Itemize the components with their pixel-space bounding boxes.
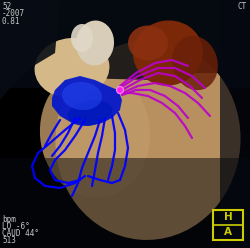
Ellipse shape xyxy=(76,21,114,65)
Circle shape xyxy=(116,87,123,93)
Text: 0.81: 0.81 xyxy=(2,17,21,26)
Ellipse shape xyxy=(172,36,218,90)
Text: bpm: bpm xyxy=(2,215,16,224)
Polygon shape xyxy=(0,0,60,100)
Text: LO -6°: LO -6° xyxy=(2,222,30,231)
Polygon shape xyxy=(0,0,250,88)
Text: A: A xyxy=(224,227,232,237)
Ellipse shape xyxy=(133,20,203,86)
Text: 513: 513 xyxy=(2,236,16,245)
Ellipse shape xyxy=(62,82,102,110)
Text: -2007: -2007 xyxy=(2,9,25,19)
Polygon shape xyxy=(0,0,250,80)
Polygon shape xyxy=(220,0,250,248)
Polygon shape xyxy=(0,158,250,248)
Text: 52: 52 xyxy=(2,2,11,11)
Text: CT: CT xyxy=(238,2,247,11)
Ellipse shape xyxy=(56,40,240,240)
Ellipse shape xyxy=(71,24,93,52)
Ellipse shape xyxy=(68,100,112,126)
Text: CAUD 44°: CAUD 44° xyxy=(2,229,39,238)
Ellipse shape xyxy=(128,26,168,61)
Ellipse shape xyxy=(34,38,110,98)
Text: H: H xyxy=(224,212,232,222)
Ellipse shape xyxy=(40,68,150,198)
Polygon shape xyxy=(52,76,122,126)
